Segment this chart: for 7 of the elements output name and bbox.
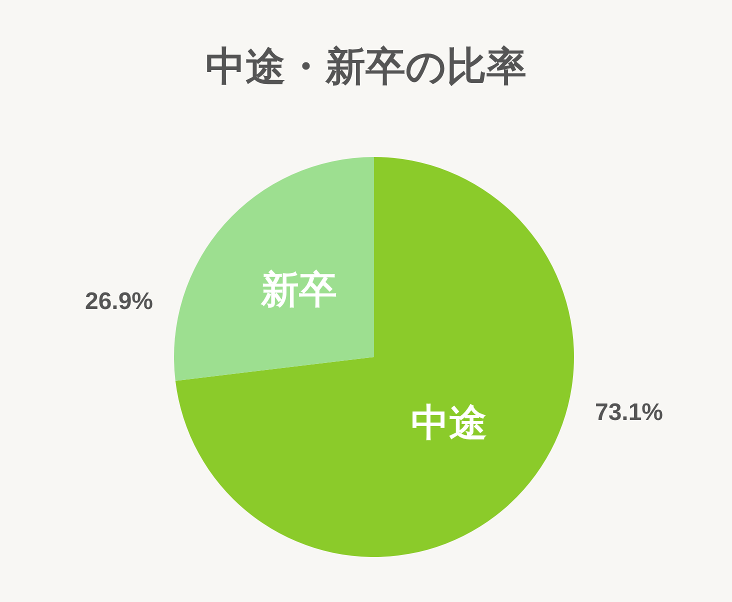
slice-label: 新卒 — [260, 270, 338, 312]
chart-title: 中途・新卒の比率 — [206, 45, 526, 89]
data-label: 73.1% — [594, 399, 664, 426]
slice-label: 中途 — [410, 402, 487, 444]
pie-slice — [174, 157, 374, 381]
data-label: 26.9% — [84, 288, 154, 315]
pie-slice — [175, 157, 574, 557]
